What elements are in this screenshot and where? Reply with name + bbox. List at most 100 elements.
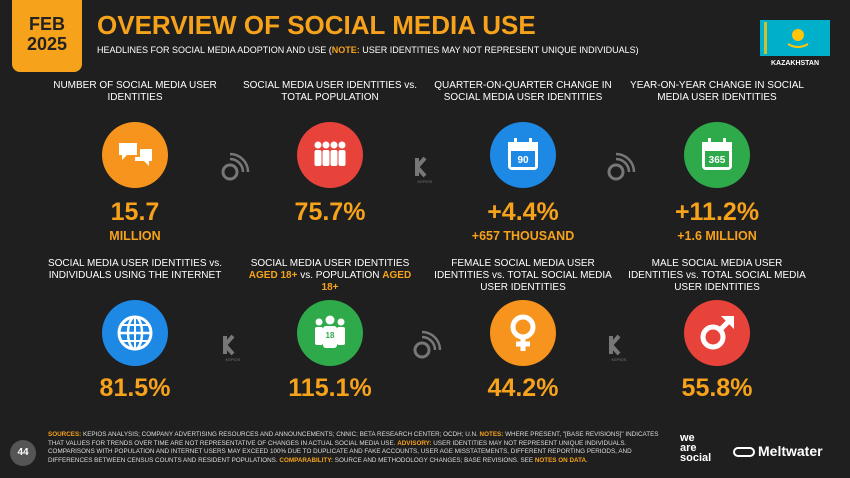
stat-value: 115.1% (288, 374, 372, 402)
icon-shape (314, 141, 322, 149)
icon-shape (721, 316, 734, 329)
watermark (607, 152, 636, 181)
icon-shape (708, 138, 711, 145)
text-part: COMPARABILITY: (279, 456, 334, 464)
icon-shape (413, 341, 431, 359)
logo-word: are (680, 442, 697, 454)
stat-sublabel: +657 THOUSAND (471, 229, 575, 243)
icon-shape (421, 330, 442, 351)
icon-shape (337, 327, 345, 345)
stat-icon (684, 300, 750, 366)
text-part: QUARTER-ON-QUARTER CHANGE IN SOCIAL MEDI… (434, 80, 612, 103)
stat-value: 55.8% (681, 374, 753, 402)
meltwater-logo: Meltwater (733, 443, 823, 459)
icon-shape (322, 141, 330, 149)
text-part: AGED 18+ (248, 270, 298, 281)
flag (760, 20, 830, 56)
stat-value: 15.7 (110, 198, 160, 226)
watermark-text: KEPIOS (226, 357, 241, 362)
text-part: SOCIAL MEDIA USER IDENTITIES vs. INDIVID… (47, 258, 223, 281)
footer-notes: SOURCES: KEPIOS ANALYSIS; COMPANY ADVERT… (48, 431, 663, 465)
date-year: 2025 (26, 34, 68, 54)
stat-value: +4.4% (487, 198, 559, 226)
stat-label: SOCIAL MEDIA USER IDENTITIES vs. INDIVID… (45, 258, 225, 282)
icon-shape (514, 138, 517, 145)
stat-sublabel: MILLION (109, 229, 161, 243)
stat-label: FEMALE SOCIAL MEDIA USER IDENTITIES vs. … (433, 258, 613, 294)
icon-shape (490, 300, 556, 366)
watermark (221, 152, 250, 181)
icon-shape (615, 152, 636, 173)
icon-shape (609, 334, 621, 356)
text-part: SOURCE AND METHODOLOGY CHANGES; BASE REV… (333, 456, 535, 464)
stat-value: 44.2% (487, 374, 559, 402)
stat-icon (490, 300, 556, 366)
text-part: NOTES ON DATA (534, 456, 587, 464)
title: OVERVIEW OF SOCIAL MEDIA USE (97, 10, 536, 40)
icon-shape (723, 138, 726, 145)
icon-shape (314, 150, 322, 166)
icon-shape (221, 163, 239, 181)
icon-shape (315, 318, 323, 326)
icon-shape (315, 327, 323, 345)
icon-shape (338, 150, 346, 166)
icon-shape (229, 152, 250, 173)
icon-shape (702, 142, 732, 149)
watermark: KEPIOS (415, 156, 433, 184)
text-part: NOTE: (331, 45, 360, 55)
text-part: WHERE PRESENT, "[BASE REVISIONS]" INDICA… (48, 431, 659, 447)
icon-shape (338, 141, 346, 149)
date-month: FEB (29, 14, 65, 34)
stat-value: +11.2% (674, 198, 760, 226)
watermark: KEPIOS (223, 334, 241, 362)
icon-shape (323, 326, 337, 348)
watermark-text: KEPIOS (418, 179, 433, 184)
stat-label: SOCIAL MEDIA USER IDENTITIES AGED 18+ vs… (240, 258, 420, 294)
stat-value: 75.7% (294, 198, 366, 226)
text-part: USER IDENTITIES MAY NOT REPRESENT UNIQUE… (48, 439, 632, 464)
logo-word: social (680, 452, 712, 464)
icon-shape (529, 138, 532, 145)
icon-shape (322, 150, 330, 166)
text-part: USER IDENTITIES MAY NOT REPRESENT UNIQUE… (359, 45, 639, 55)
stat-sublabel: +1.6 MILLION (677, 229, 757, 243)
stat-label: MALE SOCIAL MEDIA USER IDENTITIES vs. TO… (627, 258, 807, 294)
icon-shape (705, 151, 729, 167)
watermark-text: KEPIOS (612, 357, 627, 362)
text-part: SOURCES: (48, 431, 82, 438)
text-part: AGED 18+ (321, 270, 412, 293)
icon-shape (330, 150, 338, 166)
text-part: HEADLINES FOR SOCIAL MEDIA ADOPTION AND … (97, 45, 332, 55)
icon-shape (508, 142, 538, 149)
page-number: 44 (10, 440, 36, 466)
text-part: YEAR-ON-YEAR CHANGE IN SOCIAL MEDIA USER… (630, 80, 804, 103)
icon-shape (330, 141, 338, 149)
text-part: FEMALE SOCIAL MEDIA USER IDENTITIES vs. … (434, 258, 612, 293)
text-part: vs. POPULATION (297, 270, 383, 281)
date-box: FEB 2025 (12, 0, 82, 72)
stat-icon: 18 (297, 300, 363, 366)
icon-shape (119, 143, 137, 160)
icon-shape (684, 300, 750, 366)
stat-icon (102, 122, 168, 188)
icon-text: 90 (517, 155, 529, 166)
text-part: MALE SOCIAL MEDIA USER IDENTITIES vs. TO… (628, 258, 806, 293)
text-part: . (586, 456, 588, 464)
icon-shape (511, 151, 535, 167)
stat-label: SOCIAL MEDIA USER IDENTITIES vs. TOTAL P… (240, 80, 420, 104)
icon-text: 365 (709, 155, 726, 166)
stat-label: QUARTER-ON-QUARTER CHANGE IN SOCIAL MEDI… (433, 80, 613, 104)
stat-icon (102, 300, 168, 366)
icon-shape (135, 149, 152, 166)
icon-shape (297, 122, 363, 188)
we-are-social-logo: we are social (680, 433, 712, 464)
text-part: KEPIOS ANALYSIS; COMPANY ADVERTISING RES… (81, 431, 480, 438)
icon-shape (325, 315, 335, 325)
stat-label: NUMBER OF SOCIAL MEDIA USER IDENTITIES (45, 80, 225, 104)
stat-icon: 365 (684, 122, 750, 188)
text-part: ADVISORY: (397, 439, 432, 447)
subtitle: HEADLINES FOR SOCIAL MEDIA ADOPTION AND … (97, 45, 639, 55)
icon-shape (415, 156, 427, 178)
watermark (413, 330, 442, 359)
